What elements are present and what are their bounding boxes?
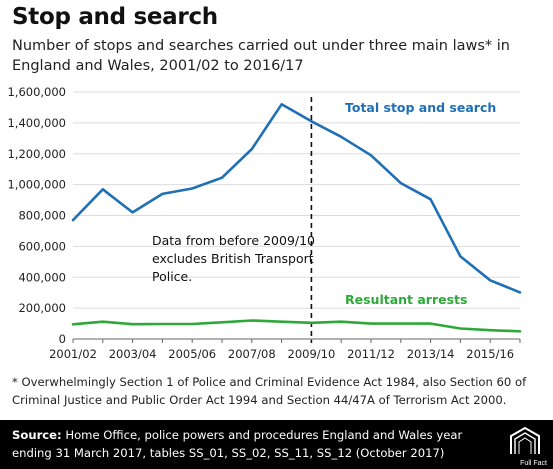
y-tick-label: 1,200,000 bbox=[7, 147, 66, 161]
chart-title: Stop and search bbox=[12, 4, 218, 30]
annotation-line: Police. bbox=[152, 269, 192, 284]
x-tick-label: 2009/10 bbox=[288, 347, 336, 361]
labels: 0 200,000 400,000 600,000 800,000 1,000,000 1,… bbox=[7, 85, 514, 361]
annotation-line: Data from before 2009/10 bbox=[152, 233, 315, 248]
source-line-2: ending 31 March 2017, tables SS_01, SS_0… bbox=[12, 446, 445, 460]
logo-text: Full Fact bbox=[520, 460, 547, 467]
annotation-line: excludes British Transport bbox=[152, 251, 314, 266]
y-tick-label: 1,600,000 bbox=[7, 85, 66, 99]
series-line-2 bbox=[71, 319, 522, 333]
x-tick-label: 2005/06 bbox=[168, 347, 216, 361]
x-tick-label: 2003/04 bbox=[109, 347, 157, 361]
source-box: Source: Home Office, police powers and p… bbox=[0, 420, 553, 469]
y-tick-label: 1,000,000 bbox=[7, 178, 66, 192]
source-label: Source: bbox=[12, 428, 62, 442]
gridlines bbox=[73, 91, 520, 309]
source-line-1: Source: Home Office, police powers and p… bbox=[12, 428, 462, 442]
x-tick-label: 2011/12 bbox=[347, 347, 395, 361]
x-tick-label: 2001/02 bbox=[49, 347, 97, 361]
axes bbox=[72, 338, 521, 343]
footnote-line-2: Criminal Justice and Public Order Act 19… bbox=[12, 393, 507, 407]
series-label-1: Total stop and search bbox=[345, 100, 496, 115]
x-tick-label: 2015/16 bbox=[466, 347, 514, 361]
y-tick-label: 1,400,000 bbox=[7, 116, 66, 130]
series-label-2: Resultant arrests bbox=[345, 292, 467, 307]
chart-subtitle-line-2: England and Wales, 2001/02 to 2016/17 bbox=[12, 58, 304, 74]
x-tick-label: 2013/14 bbox=[407, 347, 455, 361]
y-tick-label: 400,000 bbox=[18, 270, 66, 284]
footnote-line-1: * Overwhelmingly Section 1 of Police and… bbox=[12, 375, 527, 389]
y-tick-label: 800,000 bbox=[18, 209, 66, 223]
line-chart: 0 200,000 400,000 600,000 800,000 1,000,000 1,… bbox=[7, 85, 522, 361]
chart-subtitle-line-1: Number of stops and searches carried out… bbox=[12, 38, 510, 54]
y-tick-label: 200,000 bbox=[18, 301, 66, 315]
y-tick-label: 600,000 bbox=[18, 239, 66, 253]
x-tick-label: 2007/08 bbox=[228, 347, 276, 361]
series-line-1 bbox=[71, 103, 522, 294]
source-text-1: Home Office, police powers and procedure… bbox=[61, 428, 463, 442]
series-lines bbox=[71, 103, 522, 333]
y-tick-label: 0 bbox=[59, 332, 66, 346]
full-fact-logo-icon bbox=[510, 426, 540, 454]
